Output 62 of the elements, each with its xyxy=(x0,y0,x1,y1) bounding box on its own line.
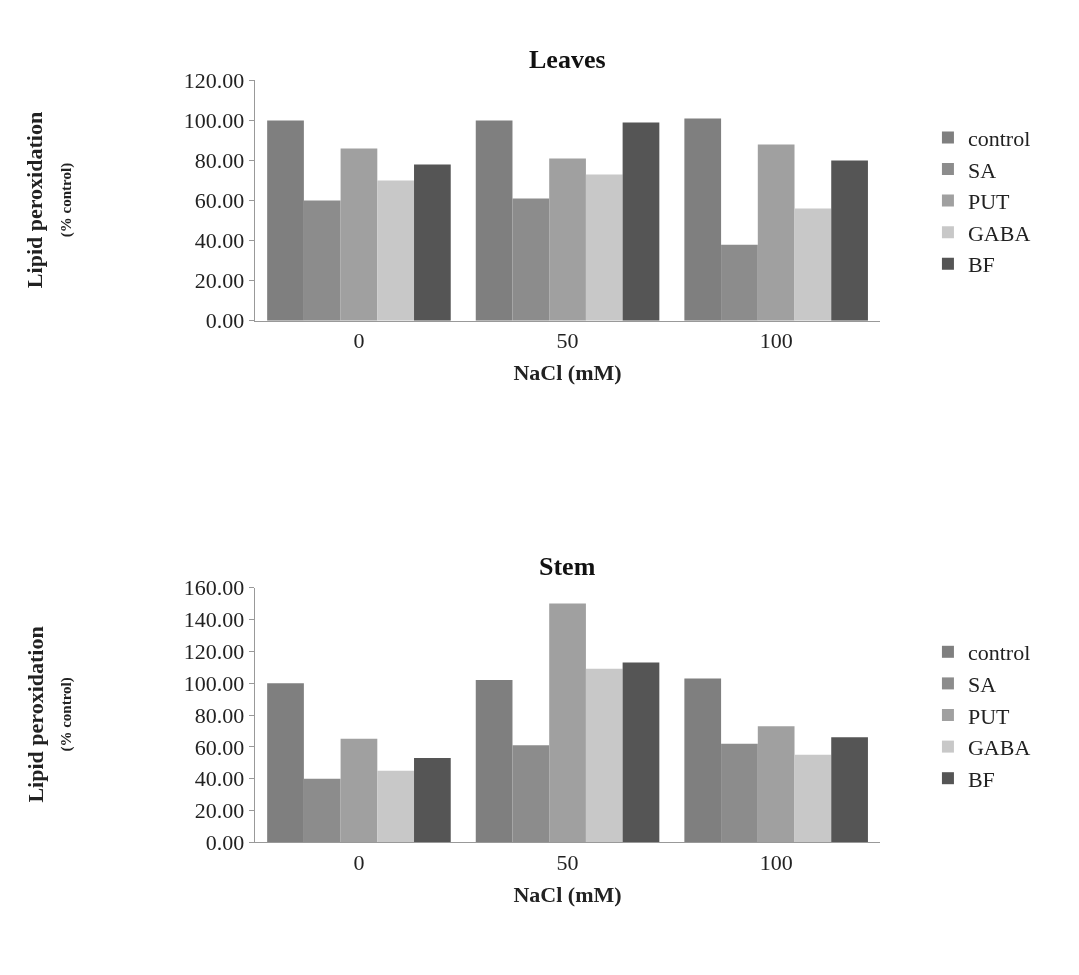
y-tick-label: 40.00 xyxy=(194,228,245,254)
y-tick-label: 120.00 xyxy=(183,639,245,665)
bar xyxy=(585,174,623,321)
x-tick-label: 50 xyxy=(556,849,579,875)
bar xyxy=(377,180,415,321)
y-tick-label: 40.00 xyxy=(194,766,245,792)
y-tick-label: 80.00 xyxy=(194,702,245,728)
bar xyxy=(622,662,660,843)
bar xyxy=(512,745,550,843)
legend-label: BF xyxy=(967,252,995,278)
x-tick-label: 0 xyxy=(353,849,365,875)
legend-label: PUT xyxy=(967,189,1011,215)
y-tick-label: 120.00 xyxy=(183,68,245,94)
y-axis-title: Lipid peroxidation (% control) xyxy=(22,626,76,803)
bar xyxy=(414,164,451,321)
bar xyxy=(622,122,660,321)
bar xyxy=(721,244,758,321)
y-tick-label: 60.00 xyxy=(194,188,245,214)
chart-title: Stem xyxy=(539,552,596,581)
legend-label: BF xyxy=(967,766,995,792)
y-tick-label: 0.00 xyxy=(205,830,245,855)
legend-label: control xyxy=(967,640,1031,666)
bar xyxy=(684,118,722,321)
y-tick-label: 160.00 xyxy=(183,575,245,601)
x-tick-label: 100 xyxy=(759,328,793,354)
bar xyxy=(377,770,415,843)
legend-label: GABA xyxy=(967,735,1031,761)
x-tick-label: 50 xyxy=(556,328,579,354)
bar xyxy=(475,679,513,843)
bar xyxy=(475,120,513,321)
x-axis-title: NaCl (mM) xyxy=(513,360,622,386)
chart-title: Leaves xyxy=(529,45,606,74)
bar xyxy=(794,208,832,321)
legend-label: SA xyxy=(967,157,997,183)
bar xyxy=(721,743,758,843)
bar xyxy=(684,678,722,843)
bar xyxy=(267,120,304,321)
legend-label: control xyxy=(967,125,1031,151)
bar xyxy=(303,200,341,321)
legend-label: SA xyxy=(967,671,997,697)
bar xyxy=(585,668,623,843)
y-tick-label: 20.00 xyxy=(194,798,245,824)
bar xyxy=(303,778,341,843)
bar xyxy=(831,737,868,843)
bar xyxy=(414,757,451,843)
x-tick-label: 0 xyxy=(353,328,365,354)
y-tick-label: 100.00 xyxy=(183,670,245,696)
bar xyxy=(512,198,550,321)
x-axis-title: NaCl (mM) xyxy=(513,881,622,907)
y-tick-label: 60.00 xyxy=(194,734,245,760)
x-tick-label: 100 xyxy=(759,849,793,875)
bar xyxy=(794,754,832,843)
y-tick-label: 100.00 xyxy=(183,108,245,134)
bar xyxy=(267,683,304,843)
bar xyxy=(831,160,868,321)
legend-label: PUT xyxy=(967,703,1011,729)
y-axis-title: Lipid peroxidation (% control) xyxy=(21,111,75,289)
y-tick-label: 80.00 xyxy=(194,148,245,174)
y-tick-label: 20.00 xyxy=(194,268,245,294)
y-tick-label: 140.00 xyxy=(183,607,245,633)
legend-label: GABA xyxy=(967,220,1031,246)
y-tick-label: 0.00 xyxy=(205,308,245,334)
